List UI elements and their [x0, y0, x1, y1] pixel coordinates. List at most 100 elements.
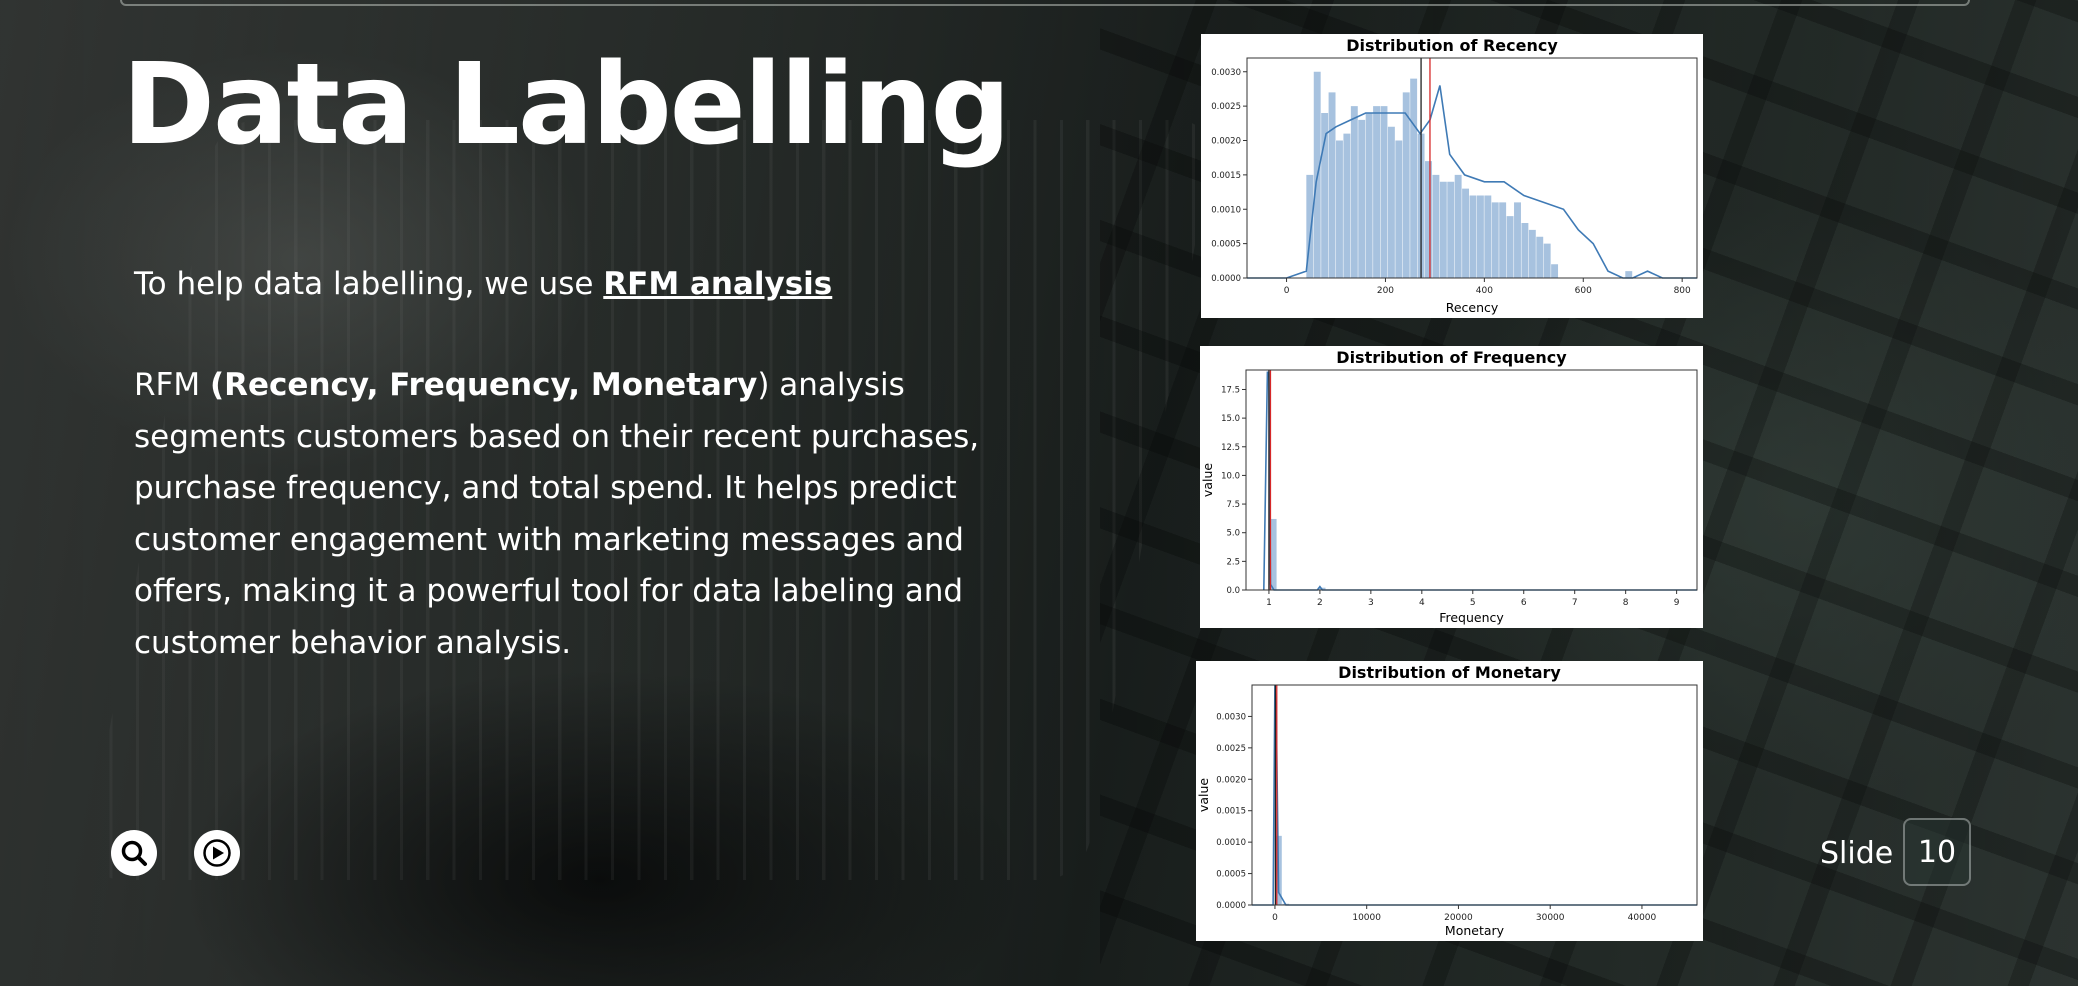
- y-tick-label: 5.0: [1226, 529, 1240, 539]
- slide-label: Slide: [1820, 836, 1894, 871]
- plot-frame: [1246, 57, 1698, 279]
- chart-title: Distribution of Recency: [1346, 36, 1558, 55]
- search-button[interactable]: [111, 830, 157, 876]
- slide-title: Data Labelling: [122, 40, 1011, 170]
- x-tick-label: 200: [1377, 286, 1394, 296]
- x-tick-label: 10000: [1352, 913, 1381, 923]
- y-tick-label: 0.0025: [1216, 744, 1246, 754]
- y-tick-label: 2.5: [1226, 557, 1240, 567]
- chart-svg: Distribution of Frequency 1 2 3 4 5 6 7 8 9 0.0 2.5…: [1200, 348, 1698, 625]
- histogram-bar: [1358, 119, 1366, 278]
- x-axis-label: Recency: [1446, 300, 1499, 315]
- histogram-bar: [1373, 106, 1381, 278]
- y-tick-label: 15.0: [1221, 414, 1240, 424]
- histogram-bar: [1506, 216, 1514, 278]
- top-frame-line: [120, 0, 1970, 6]
- y-tick-label: 0.0015: [1216, 807, 1246, 817]
- histogram-bar: [1469, 195, 1477, 278]
- y-tick-label: 0.0: [1226, 586, 1240, 596]
- x-tick-label: 7: [1572, 598, 1578, 608]
- kde-line: [1263, 371, 1697, 591]
- rfm-prefix: RFM: [134, 367, 210, 403]
- play-icon: [203, 839, 231, 867]
- histogram-bar: [1447, 181, 1455, 278]
- histogram-bar: [1462, 188, 1470, 278]
- x-tick-label: 30000: [1536, 913, 1565, 923]
- plot-frame: [1245, 369, 1698, 591]
- y-tick-label: 0.0020: [1216, 775, 1246, 785]
- x-tick-label: 20000: [1444, 913, 1473, 923]
- histogram-bar: [1528, 229, 1536, 278]
- histogram-bar: [1410, 78, 1418, 278]
- rfm-bold-terms: (Recency, Frequency, Monetary: [209, 367, 758, 403]
- chart-title: Distribution of Monetary: [1338, 663, 1561, 682]
- y-tick-label: 0.0030: [1211, 68, 1241, 78]
- histogram-bar: [1625, 271, 1633, 278]
- histogram-bar: [1499, 202, 1507, 278]
- histogram-bar: [1306, 174, 1314, 278]
- histogram-bar: [1350, 106, 1358, 278]
- x-tick-label: 40000: [1628, 913, 1657, 923]
- recency-distribution-chart: Distribution of Recency 0 200 400 600 800 0.00…: [1201, 34, 1703, 318]
- x-tick-label: 800: [1674, 286, 1691, 296]
- plot-frame: [1251, 684, 1698, 906]
- y-tick-label: 17.5: [1221, 385, 1240, 395]
- y-tick-label: 0.0010: [1211, 205, 1241, 215]
- x-axis-label: Frequency: [1439, 610, 1504, 625]
- histogram-bar: [1336, 140, 1343, 278]
- histogram-bar: [1395, 140, 1403, 278]
- histogram-bar: [1328, 92, 1336, 278]
- histogram-bar: [1365, 113, 1373, 278]
- histogram-bar: [1380, 106, 1388, 278]
- y-axis-label: value: [1200, 463, 1215, 497]
- histogram-bar: [1484, 195, 1492, 278]
- chart-title: Distribution of Frequency: [1336, 348, 1567, 367]
- histogram-bar: [1514, 202, 1521, 278]
- histogram-bar: [1343, 133, 1351, 278]
- histogram-bar: [1402, 92, 1410, 278]
- x-tick-label: 8: [1623, 598, 1629, 608]
- histogram-bar: [1551, 264, 1559, 278]
- y-tick-label: 10.0: [1221, 471, 1240, 481]
- x-tick-label: 0: [1284, 286, 1290, 296]
- search-icon: [121, 840, 147, 866]
- monetary-distribution-chart: Distribution of Monetary 0 10000 20000 30000…: [1196, 661, 1703, 941]
- play-button[interactable]: [194, 830, 240, 876]
- x-tick-label: 600: [1575, 286, 1592, 296]
- frequency-distribution-chart: Distribution of Frequency 1 2 3 4 5 6 7 8 9 0.0 2.5…: [1200, 346, 1703, 628]
- x-tick-label: 5: [1470, 598, 1476, 608]
- intro-prefix: To help data labelling, we use: [134, 266, 604, 302]
- x-axis-label: Monetary: [1445, 923, 1505, 938]
- x-tick-label: 400: [1476, 286, 1493, 296]
- y-tick-label: 0.0005: [1216, 870, 1246, 880]
- x-tick-label: 3: [1368, 598, 1374, 608]
- histogram-bar: [1454, 174, 1462, 278]
- x-tick-label: 0: [1272, 913, 1278, 923]
- histogram-bar: [1439, 181, 1447, 278]
- y-tick-label: 0.0000: [1216, 901, 1246, 911]
- x-tick-label: 4: [1419, 598, 1425, 608]
- intro-text: To help data labelling, we use RFM analy…: [134, 262, 1034, 306]
- y-tick-label: 12.5: [1221, 443, 1240, 453]
- histogram-bar: [1321, 113, 1329, 278]
- y-tick-label: 0.0000: [1211, 274, 1241, 284]
- histogram-bar: [1268, 518, 1277, 590]
- histogram-bar: [1536, 236, 1544, 278]
- y-tick-label: 0.0030: [1216, 712, 1246, 722]
- rfm-analysis-link[interactable]: RFM analysis: [603, 266, 833, 302]
- rfm-description: RFM (Recency, Frequency, Monetary) analy…: [134, 360, 1054, 669]
- slide-number[interactable]: 10: [1903, 818, 1971, 886]
- chart-svg: Distribution of Monetary 0 10000 20000 30000…: [1196, 663, 1698, 938]
- histogram-bar: [1476, 195, 1484, 278]
- x-tick-label: 1: [1266, 598, 1272, 608]
- y-tick-label: 0.0015: [1211, 171, 1241, 181]
- histogram-bar: [1543, 243, 1551, 278]
- chart-svg: Distribution of Recency 0 200 400 600 800 0.00…: [1211, 36, 1698, 315]
- rfm-description-rest: ) analysis segments customers based on t…: [134, 367, 980, 661]
- histogram-bar: [1491, 202, 1499, 278]
- histogram-bar: [1387, 126, 1395, 278]
- x-tick-label: 2: [1317, 598, 1323, 608]
- kde-line: [1247, 85, 1697, 279]
- x-tick-label: 6: [1521, 598, 1527, 608]
